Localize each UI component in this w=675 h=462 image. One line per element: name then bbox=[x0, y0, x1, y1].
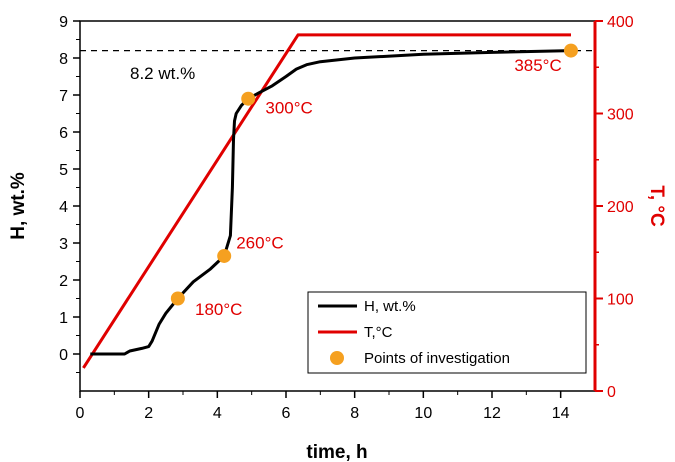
right-y-axis-title: T, °C bbox=[646, 185, 667, 227]
series-temperature-line bbox=[82, 33, 571, 369]
temperature-annotation: 260°C bbox=[236, 234, 283, 253]
left-y-tick-label: 9 bbox=[59, 14, 68, 31]
series-hydrogen-line bbox=[90, 49, 572, 356]
x-tick-label: 10 bbox=[414, 405, 432, 422]
x-tick-label: 2 bbox=[144, 405, 153, 422]
temperature-annotation: 385°C bbox=[514, 56, 561, 75]
x-tick-label: 6 bbox=[282, 405, 291, 422]
x-tick-label: 12 bbox=[483, 405, 501, 422]
investigation-point bbox=[241, 91, 256, 106]
right-y-tick-label: 100 bbox=[607, 292, 634, 309]
right-y-axis-ticks: 0 100 200 300 400 bbox=[595, 14, 634, 401]
left-y-tick-label: 5 bbox=[59, 162, 68, 179]
legend-marker-points bbox=[330, 351, 344, 365]
x-tick-label: 8 bbox=[350, 405, 359, 422]
legend-label-points: Points of investigation bbox=[364, 350, 510, 367]
legend-label-t: T,°C bbox=[364, 324, 393, 341]
left-y-tick-label: 4 bbox=[59, 199, 68, 216]
investigation-point bbox=[170, 291, 185, 306]
right-y-tick-label: 300 bbox=[607, 107, 634, 124]
left-y-tick-label: 3 bbox=[59, 236, 68, 253]
investigation-point bbox=[217, 248, 232, 263]
x-tick-label: 14 bbox=[552, 405, 570, 422]
x-axis-ticks: 0 2 4 6 8 10 12 14 bbox=[76, 391, 570, 422]
legend-label-h: H, wt.% bbox=[364, 298, 416, 315]
x-axis-title: time, h bbox=[306, 442, 367, 462]
left-y-axis-title: H, wt.% bbox=[8, 172, 29, 240]
left-y-tick-label: 7 bbox=[59, 88, 68, 105]
temperature-annotation: 180°C bbox=[195, 300, 242, 319]
x-tick-label: 4 bbox=[213, 405, 222, 422]
annotations: 180°C 260°C 300°C 385°C bbox=[195, 56, 562, 319]
x-tick-label: 0 bbox=[76, 405, 85, 422]
left-y-axis-ticks: 0 1 2 3 4 5 6 7 8 9 bbox=[59, 14, 80, 373]
left-y-tick-label: 0 bbox=[59, 347, 68, 364]
investigation-points bbox=[170, 43, 578, 306]
legend: H, wt.% T,°C Points of investigation bbox=[307, 291, 587, 374]
series-group bbox=[82, 33, 572, 369]
reference-label: 8.2 wt.% bbox=[130, 64, 195, 83]
left-y-tick-label: 2 bbox=[59, 273, 68, 290]
left-y-tick-label: 8 bbox=[59, 51, 68, 68]
right-y-tick-label: 0 bbox=[607, 384, 616, 401]
right-y-tick-label: 200 bbox=[607, 199, 634, 216]
right-y-tick-label: 400 bbox=[607, 14, 634, 31]
investigation-point bbox=[563, 43, 578, 58]
left-y-tick-label: 1 bbox=[59, 310, 68, 327]
temperature-annotation: 300°C bbox=[265, 99, 312, 118]
left-y-tick-label: 6 bbox=[59, 125, 68, 142]
